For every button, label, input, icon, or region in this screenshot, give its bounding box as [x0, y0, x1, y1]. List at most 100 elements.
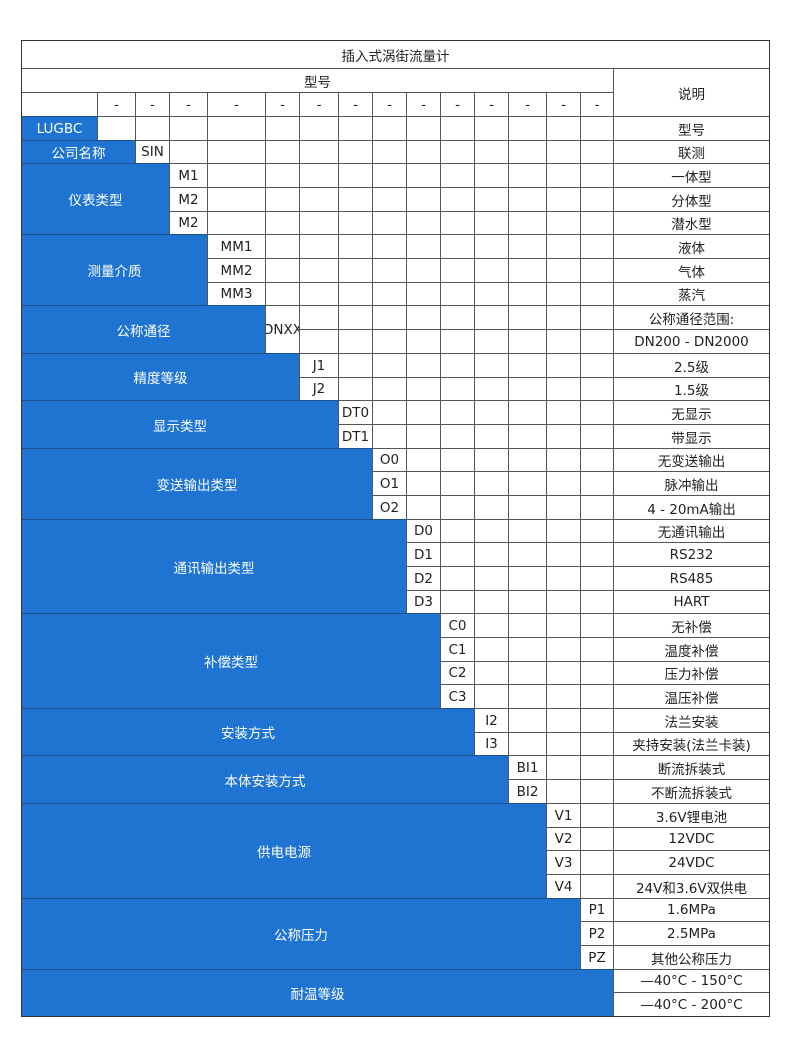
empty-cell	[440, 282, 475, 306]
empty-cell	[265, 187, 300, 212]
empty-cell	[440, 187, 475, 212]
empty-cell	[580, 377, 614, 401]
option-description: RS232	[613, 542, 770, 567]
option-code: D0	[406, 519, 441, 543]
empty-cell	[440, 542, 475, 567]
option-code: DT0	[338, 400, 373, 425]
empty-cell	[406, 424, 441, 449]
empty-cell	[474, 329, 509, 354]
empty-cell	[508, 590, 547, 614]
empty-cell	[580, 258, 614, 283]
option-code: C2	[440, 661, 475, 685]
empty-cell	[580, 424, 614, 449]
group-label: 供电电源	[21, 803, 547, 899]
separator-cell: -	[338, 92, 373, 117]
empty-cell	[474, 566, 509, 591]
empty-cell	[440, 495, 475, 520]
empty-cell	[508, 234, 547, 259]
group-label: 耐温等级	[21, 969, 614, 1017]
group-label: 测量介质	[21, 234, 208, 306]
option-code: M2	[169, 211, 208, 235]
option-code: BI1	[508, 755, 547, 780]
empty-cell	[546, 163, 581, 188]
empty-cell	[372, 282, 407, 306]
empty-cell	[372, 116, 407, 141]
empty-cell	[508, 282, 547, 306]
empty-cell	[508, 661, 547, 685]
empty-cell	[406, 282, 441, 306]
option-description: RS485	[613, 566, 770, 591]
empty-cell	[299, 305, 339, 330]
option-description: 气体	[613, 258, 770, 283]
empty-cell	[406, 140, 441, 164]
empty-cell	[474, 684, 509, 709]
empty-cell	[508, 377, 547, 401]
option-code: C1	[440, 637, 475, 662]
empty-cell	[474, 519, 509, 543]
option-description: 24VDC	[613, 850, 770, 875]
option-description: 无通讯输出	[613, 519, 770, 543]
empty-cell	[546, 234, 581, 259]
empty-cell	[546, 590, 581, 614]
empty-cell	[207, 116, 266, 141]
separator-cell: -	[97, 92, 136, 117]
empty-cell	[580, 613, 614, 638]
empty-cell	[580, 755, 614, 780]
empty-cell	[265, 163, 300, 188]
empty-cell	[546, 708, 581, 733]
empty-cell	[508, 732, 547, 756]
empty-cell	[406, 495, 441, 520]
option-description: —40°C - 200°C	[613, 992, 770, 1017]
empty-cell	[580, 116, 614, 141]
empty-cell	[474, 258, 509, 283]
empty-cell	[580, 519, 614, 543]
option-code: PZ	[580, 945, 614, 970]
empty-cell	[406, 400, 441, 425]
separator-cell: -	[299, 92, 339, 117]
group-label: 通讯输出类型	[21, 519, 407, 614]
empty-cell	[474, 590, 509, 614]
group-label: 公称压力	[21, 898, 581, 970]
option-description: 型号	[613, 116, 770, 141]
empty-cell	[546, 377, 581, 401]
option-description: 带显示	[613, 424, 770, 449]
empty-cell	[508, 613, 547, 638]
option-description: 温压补偿	[613, 684, 770, 709]
option-description: 分体型	[613, 187, 770, 212]
option-code: V4	[546, 874, 581, 899]
empty-cell	[406, 187, 441, 212]
option-description: 蒸汽	[613, 282, 770, 306]
empty-cell	[474, 495, 509, 520]
option-description: 无补偿	[613, 613, 770, 638]
empty-cell	[508, 400, 547, 425]
empty-cell	[546, 448, 581, 472]
option-code: M2	[169, 187, 208, 212]
empty-cell	[299, 329, 339, 354]
group-label: 公司名称	[21, 140, 136, 164]
option-description: 1.6MPa	[613, 898, 770, 922]
empty-cell	[546, 732, 581, 756]
empty-cell	[406, 329, 441, 354]
empty-cell	[580, 850, 614, 875]
empty-cell	[406, 211, 441, 235]
option-description: 公称通径范围:	[613, 305, 770, 330]
empty-cell	[508, 448, 547, 472]
empty-cell	[299, 187, 339, 212]
empty-cell	[406, 258, 441, 283]
empty-cell	[508, 329, 547, 354]
option-description: HART	[613, 590, 770, 614]
option-code: V1	[546, 803, 581, 828]
group-label: 精度等级	[21, 353, 300, 401]
empty-cell	[299, 258, 339, 283]
option-description: —40°C - 150°C	[613, 969, 770, 993]
empty-cell	[580, 187, 614, 212]
empty-cell	[338, 329, 373, 354]
empty-cell	[508, 637, 547, 662]
empty-cell	[265, 211, 300, 235]
option-description: DN200 - DN2000	[613, 329, 770, 354]
separator-cell: -	[207, 92, 266, 117]
empty-cell	[508, 684, 547, 709]
option-description: 联测	[613, 140, 770, 164]
empty-cell	[338, 211, 373, 235]
